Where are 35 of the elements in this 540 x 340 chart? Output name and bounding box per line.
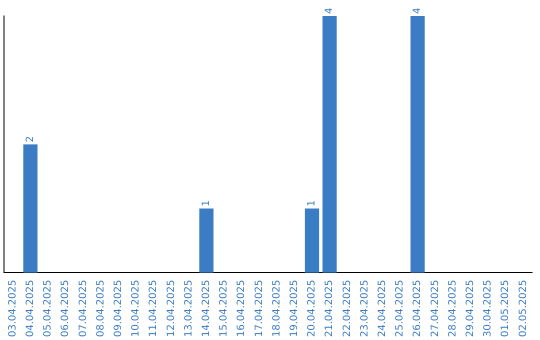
x-tick-label: 28.04.2025 [447, 280, 458, 338]
x-tick-label: 18.04.2025 [271, 280, 282, 338]
x-tick-label: 06.04.2025 [60, 280, 72, 338]
x-tick-label: 03.04.2025 [7, 280, 18, 338]
x-tick-label: 09.04.2025 [112, 280, 124, 338]
x-tick-label: 02.05.2025 [518, 280, 529, 338]
x-tick-label: 26.04.2025 [412, 280, 424, 338]
x-tick-label: 16.04.2025 [236, 280, 248, 338]
x-tick-label: 21.04.2025 [324, 280, 336, 338]
x-tick-label: 11.04.2025 [148, 280, 160, 338]
x-tick-label: 14.04.2025 [200, 280, 212, 338]
x-tick-label: 17.04.2025 [254, 280, 265, 338]
x-tick-label: 12.04.2025 [166, 280, 177, 338]
x-tick-label: 24.04.2025 [376, 280, 388, 338]
data-label: 2 [24, 136, 36, 142]
x-tick-label: 15.04.2025 [218, 280, 230, 338]
x-tick-label: 22.04.2025 [342, 280, 353, 338]
x-tick-label: 20.04.2025 [306, 280, 318, 338]
data-label: 1 [306, 200, 318, 207]
data-label: 4 [324, 8, 336, 14]
data-label: 1 [200, 200, 212, 207]
x-tick-label: 27.04.2025 [430, 280, 441, 338]
x-tick-label: 07.04.2025 [78, 280, 89, 338]
x-tick-label: 08.04.2025 [95, 280, 106, 338]
x-tick-label: 23.04.2025 [359, 280, 370, 338]
x-tick-label: 10.04.2025 [130, 280, 142, 338]
x-tick-label: 29.04.2025 [464, 280, 476, 338]
x-tick-label: 01.05.2025 [500, 280, 512, 338]
x-tick-label: 25.04.2025 [394, 280, 406, 338]
x-tick-label: 30.04.2025 [482, 280, 494, 338]
x-tick-label: 19.04.2025 [288, 280, 300, 338]
x-tick-label: 04.04.2025 [24, 280, 36, 338]
x-tick-label: 05.04.2025 [42, 280, 54, 338]
x-tick-label: 13.04.2025 [183, 280, 194, 338]
data-label: 4 [412, 8, 424, 14]
